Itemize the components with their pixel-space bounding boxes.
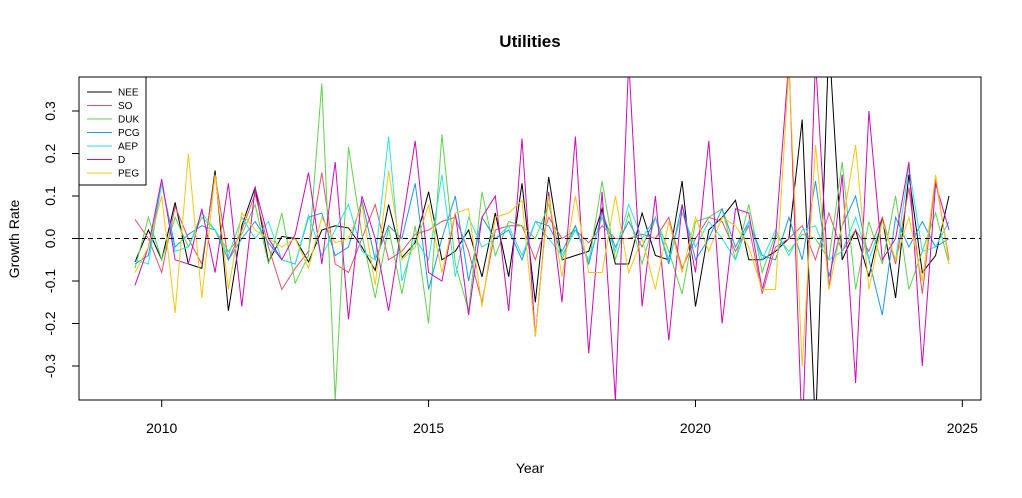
series-line-peg (134, 77, 950, 367)
x-tick-label: 2010 (146, 420, 177, 436)
x-tick-label: 2015 (413, 420, 444, 436)
y-tick-label: -0.3 (42, 354, 58, 378)
series-line-d (134, 77, 950, 400)
y-tick-label: 0.2 (42, 144, 58, 164)
legend-label-peg: PEG (118, 169, 139, 180)
legend: NEE SO DUK PCG AEP D PEG (78, 76, 147, 186)
chart-title: Utilities (499, 32, 560, 51)
y-tick-label: 0.1 (42, 186, 58, 206)
legend-label-d: D (118, 155, 125, 166)
series-line-so (134, 172, 950, 303)
series-line-pcg (134, 181, 950, 316)
legend-label-duk: DUK (118, 115, 139, 126)
y-tick-label: -0.2 (42, 311, 58, 335)
legend-label-so: SO (118, 101, 133, 112)
y-tick-label: 0.3 (42, 101, 58, 121)
x-tick-label: 2020 (680, 420, 711, 436)
y-axis: -0.3 -0.2 -0.1 0.0 0.1 0.2 0.3 (42, 101, 80, 378)
x-tick-label: 2025 (947, 420, 978, 436)
x-axis-label: Year (516, 460, 545, 476)
series-line-duk (134, 83, 950, 400)
y-tick-label: 0.0 (42, 229, 58, 249)
legend-label-aep: AEP (118, 142, 138, 153)
legend-label-pcg: PCG (118, 128, 140, 139)
y-tick-label: -0.1 (42, 269, 58, 293)
y-axis-label: Growth Rate (6, 199, 22, 278)
legend-label-nee: NEE (118, 88, 139, 99)
series-layer (134, 77, 950, 400)
legend-box (78, 76, 147, 186)
x-axis: 2010 2015 2020 2025 (146, 399, 978, 436)
series-line-aep (134, 136, 950, 282)
series-line-nee (134, 77, 950, 400)
